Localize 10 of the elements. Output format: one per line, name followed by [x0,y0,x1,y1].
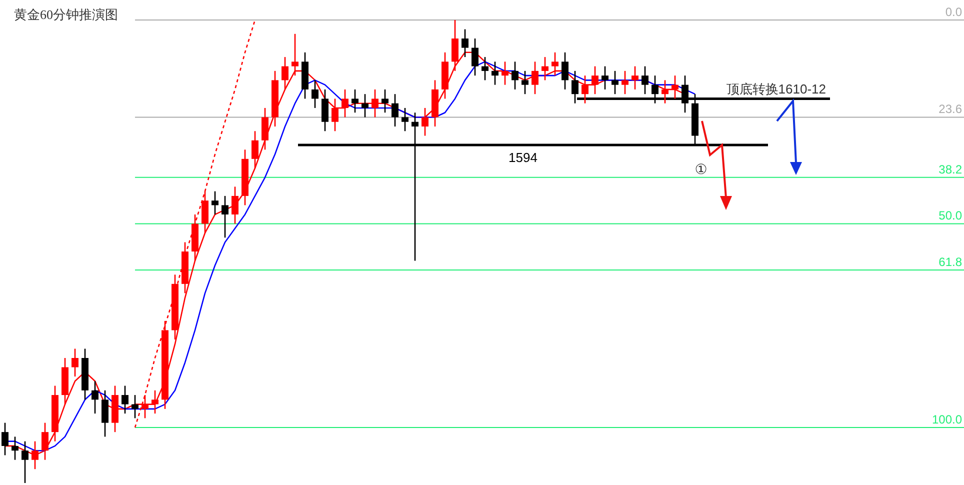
annotation: 23.6 [938,102,962,116]
annotation: 61.8 [938,255,962,270]
chart-title: 黄金60分钟推演图 [14,7,118,22]
annotation: 38.2 [938,162,962,176]
annotation: 1594 [508,150,538,165]
annotation: 100.0 [932,412,962,426]
annotation: 0.0 [945,5,962,19]
annotation: ① [694,161,708,177]
annotation: 50.0 [938,208,962,223]
ref-line-label: 顶底转换1610-12 [726,82,826,97]
